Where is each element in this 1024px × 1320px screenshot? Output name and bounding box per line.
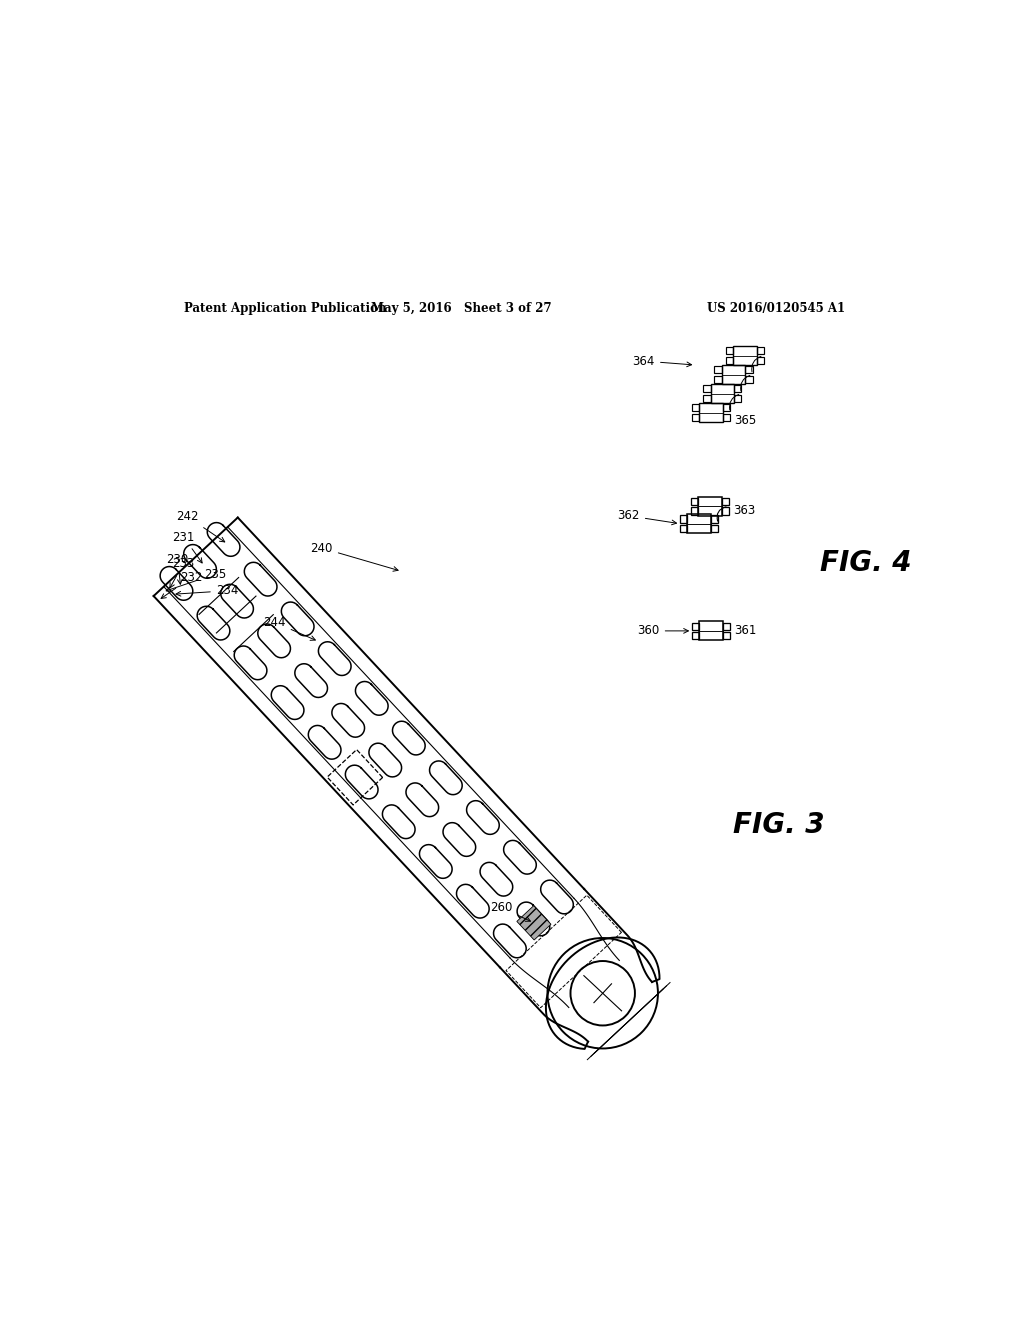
- Text: 362: 362: [617, 510, 677, 525]
- Text: May 5, 2016   Sheet 3 of 27: May 5, 2016 Sheet 3 of 27: [371, 302, 552, 315]
- Text: FIG. 3: FIG. 3: [733, 812, 824, 840]
- Bar: [699, 403, 723, 422]
- Text: 235: 235: [166, 568, 226, 591]
- Bar: [697, 496, 722, 516]
- Text: 361: 361: [734, 624, 757, 638]
- Text: 364: 364: [633, 355, 691, 367]
- Text: 232: 232: [161, 570, 203, 598]
- Bar: [711, 384, 734, 403]
- Text: 363: 363: [733, 504, 755, 516]
- Text: FIG. 4: FIG. 4: [820, 549, 911, 577]
- Text: 244: 244: [263, 615, 315, 640]
- Text: 242: 242: [176, 511, 224, 543]
- Text: 230: 230: [167, 553, 188, 585]
- Bar: [722, 366, 745, 384]
- Text: 233: 233: [170, 557, 195, 587]
- Text: US 2016/0120545 A1: US 2016/0120545 A1: [708, 302, 846, 315]
- Bar: [687, 515, 712, 533]
- Text: 231: 231: [173, 531, 202, 562]
- Text: 240: 240: [310, 541, 398, 572]
- Text: 365: 365: [734, 414, 757, 428]
- Polygon shape: [517, 906, 551, 940]
- Bar: [699, 622, 723, 640]
- Text: Patent Application Publication: Patent Application Publication: [183, 302, 386, 315]
- Text: 360: 360: [638, 624, 688, 638]
- Text: 234: 234: [176, 585, 239, 597]
- Bar: [733, 346, 757, 366]
- Text: 260: 260: [490, 902, 530, 921]
